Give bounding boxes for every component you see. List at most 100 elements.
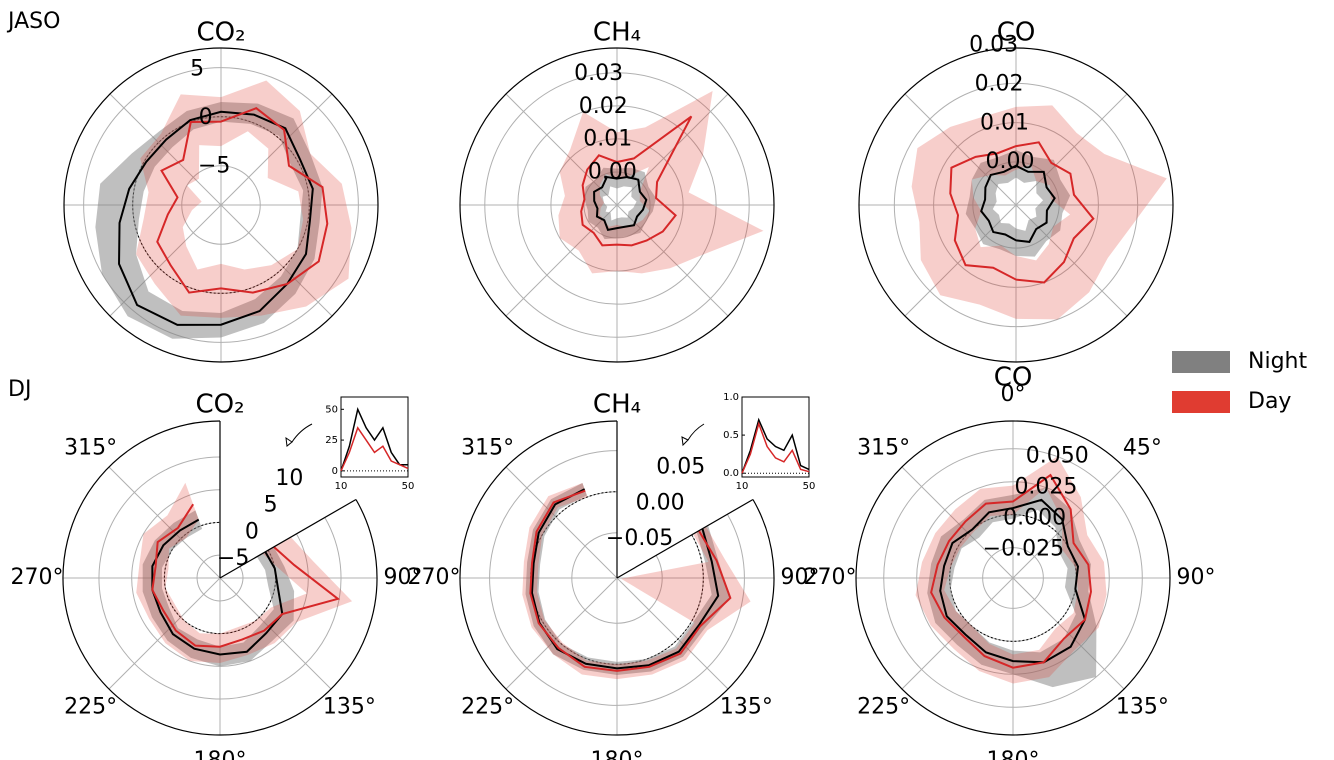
band bbox=[558, 91, 764, 274]
inset: 0 25 50 10 50 bbox=[325, 396, 415, 492]
polar-frame bbox=[855, 420, 1171, 736]
radial-tick-label: 0.03 bbox=[969, 33, 1018, 58]
radial-tick-label: 0.05 bbox=[656, 455, 705, 480]
angle-tick-label: 90° bbox=[781, 565, 820, 590]
x-tick-label: 50 bbox=[803, 481, 816, 492]
angle-tick-label: 135° bbox=[323, 694, 376, 719]
radial-grid-ring bbox=[83, 67, 359, 343]
panel-title: CO bbox=[997, 18, 1036, 48]
radial-grid-ring bbox=[196, 554, 244, 602]
panel-title: CO₂ bbox=[196, 18, 245, 48]
angle-tick-label: 225° bbox=[64, 694, 117, 719]
polar-panel: 90° 135° 180° 225° 270° 315° −0.05 0.00 0.05 CH₄ bbox=[408, 390, 820, 760]
x-tick-label: 10 bbox=[335, 481, 348, 492]
band bbox=[95, 101, 323, 339]
angle-tick-label: 270° bbox=[408, 565, 461, 590]
series-line bbox=[156, 107, 329, 294]
arrow bbox=[291, 423, 313, 443]
angle-grid-line bbox=[108, 466, 221, 579]
radial-grid-ring bbox=[893, 82, 1139, 328]
radial-grid-ring bbox=[489, 450, 745, 706]
radial-grid-ring bbox=[484, 72, 750, 338]
polar-frame bbox=[459, 47, 775, 363]
inset-line bbox=[741, 421, 810, 474]
radial-grid-ring bbox=[181, 165, 261, 245]
radial-tick-label: 0.025 bbox=[1014, 474, 1077, 499]
radial-tick-label: 0.01 bbox=[583, 127, 632, 152]
radial-grid-ring bbox=[933, 122, 1099, 288]
angle-tick-label: 90° bbox=[384, 565, 423, 590]
series-line bbox=[118, 110, 314, 326]
angle-tick-label: 135° bbox=[720, 694, 773, 719]
angle-grid-line bbox=[1015, 93, 1128, 206]
y-tick-label: 0.5 bbox=[723, 430, 739, 441]
angle-tick-label: 90° bbox=[1177, 565, 1216, 590]
radial-grid-ring bbox=[571, 532, 663, 624]
inset-line bbox=[741, 417, 810, 474]
angle-grid-line bbox=[220, 93, 333, 206]
y-tick-label: 0 bbox=[332, 466, 338, 477]
radial-tick-label: 0.00 bbox=[985, 149, 1034, 174]
band bbox=[136, 482, 353, 664]
legend-label: Night bbox=[1248, 349, 1307, 374]
inset-line bbox=[340, 426, 409, 472]
angle-tick-label: 270° bbox=[11, 565, 64, 590]
series-line bbox=[980, 164, 1056, 243]
legend-swatch bbox=[1172, 391, 1230, 413]
series-line bbox=[949, 141, 1095, 284]
angle-tick-label: 315° bbox=[857, 436, 910, 461]
angle-tick-label: 135° bbox=[1116, 694, 1169, 719]
radial-grid-ring bbox=[883, 448, 1143, 708]
legend-swatch bbox=[1172, 351, 1230, 373]
angle-tick-label: 0° bbox=[1001, 382, 1026, 407]
angle-grid-line bbox=[616, 577, 729, 690]
polar-frame bbox=[63, 47, 379, 363]
series-line bbox=[580, 115, 693, 247]
radial-tick-label: 0.00 bbox=[636, 490, 685, 515]
polar-frame-edge bbox=[219, 498, 357, 579]
radial-tick-label: −5 bbox=[198, 153, 230, 178]
inset: 0.0 0.5 1.0 10 50 bbox=[723, 392, 815, 492]
polar-frame bbox=[62, 420, 378, 736]
radial-tick-label: 5 bbox=[190, 57, 204, 82]
panel-title: CH₄ bbox=[593, 18, 641, 48]
angle-tick-label: 315° bbox=[64, 436, 117, 461]
y-tick-label: 25 bbox=[325, 435, 338, 446]
row-label: DJ bbox=[8, 377, 31, 402]
polar-panel: 0.00 0.01 0.02 0.03 CH₄ bbox=[459, 18, 775, 363]
radial-tick-label: 0.02 bbox=[579, 94, 628, 119]
angle-tick-label: 315° bbox=[461, 436, 514, 461]
angle-grid-line bbox=[220, 204, 333, 317]
radial-grid-ring bbox=[517, 105, 717, 305]
radial-tick-label: 0.050 bbox=[1026, 444, 1089, 469]
inset-line bbox=[340, 406, 408, 472]
polar-frame bbox=[858, 47, 1174, 363]
radial-tick-label: 0 bbox=[199, 105, 213, 130]
band bbox=[522, 482, 751, 680]
x-tick-label: 50 bbox=[402, 481, 415, 492]
radial-tick-label: 0.01 bbox=[980, 110, 1029, 135]
arrow-head bbox=[681, 436, 689, 447]
polar-frame-edge bbox=[616, 498, 754, 579]
angle-tick-label: 45° bbox=[1123, 436, 1162, 461]
panel-title: CO bbox=[994, 363, 1033, 393]
radial-grid-ring bbox=[550, 138, 684, 272]
series-line bbox=[529, 489, 732, 672]
radial-grid-ring bbox=[131, 489, 309, 667]
angle-tick-label: 180° bbox=[987, 748, 1040, 760]
radial-tick-label: −5 bbox=[217, 546, 249, 571]
series-line bbox=[530, 488, 720, 670]
y-tick-label: 1.0 bbox=[723, 392, 739, 403]
y-tick-label: 0.0 bbox=[723, 468, 739, 479]
polar-panel: −5 0 5 CO₂ JASO bbox=[6, 9, 379, 363]
angle-grid-line bbox=[505, 577, 618, 690]
x-tick-label: 10 bbox=[736, 481, 749, 492]
arrow-head bbox=[285, 436, 293, 447]
radial-tick-label: −0.025 bbox=[983, 536, 1064, 561]
angle-tick-label: 180° bbox=[194, 748, 247, 760]
radial-tick-label: 0.00 bbox=[588, 159, 637, 184]
y-tick-label: 50 bbox=[325, 404, 338, 415]
series-line bbox=[930, 473, 1092, 669]
angle-tick-label: 180° bbox=[591, 748, 644, 760]
